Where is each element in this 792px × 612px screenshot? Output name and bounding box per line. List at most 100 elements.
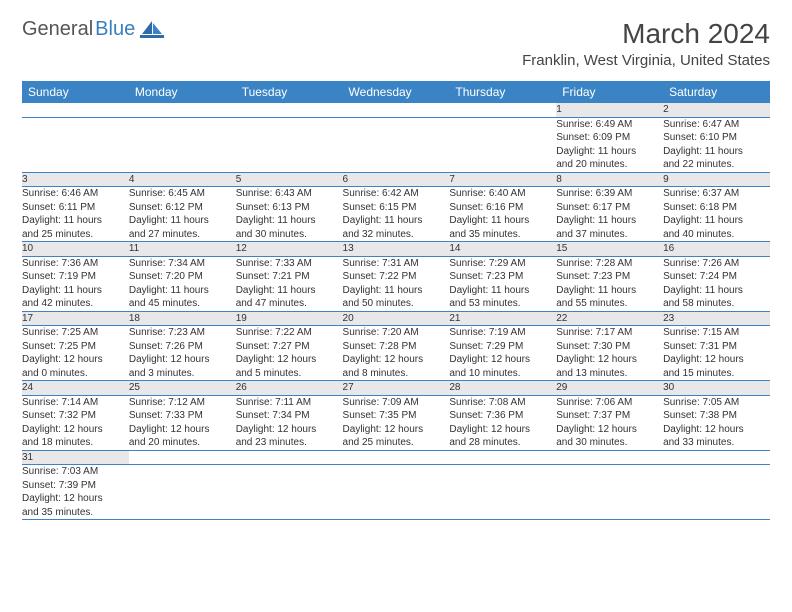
sunrise-text: Sunrise: 6:40 AM xyxy=(449,187,556,201)
day-number-cell: 30 xyxy=(663,381,770,396)
day-detail-cell xyxy=(556,465,663,520)
daylight-text-2: and 23 minutes. xyxy=(236,436,343,450)
daylight-text-2: and 53 minutes. xyxy=(449,297,556,311)
sunset-text: Sunset: 7:32 PM xyxy=(22,409,129,423)
sunrise-text: Sunrise: 7:26 AM xyxy=(663,257,770,271)
sunset-text: Sunset: 7:33 PM xyxy=(129,409,236,423)
daylight-text-2: and 5 minutes. xyxy=(236,367,343,381)
sunset-text: Sunset: 7:20 PM xyxy=(129,270,236,284)
daylight-text-2: and 37 minutes. xyxy=(556,228,663,242)
day-detail-cell xyxy=(129,117,236,172)
day-detail-cell: Sunrise: 7:12 AMSunset: 7:33 PMDaylight:… xyxy=(129,395,236,450)
day-number-cell: 24 xyxy=(22,381,129,396)
daylight-text-2: and 45 minutes. xyxy=(129,297,236,311)
day-detail-cell: Sunrise: 7:36 AMSunset: 7:19 PMDaylight:… xyxy=(22,256,129,311)
daylight-text-2: and 32 minutes. xyxy=(343,228,450,242)
sunrise-text: Sunrise: 7:08 AM xyxy=(449,396,556,410)
daylight-text-1: Daylight: 11 hours xyxy=(343,284,450,298)
daylight-text-1: Daylight: 11 hours xyxy=(449,214,556,228)
daylight-text-2: and 18 minutes. xyxy=(22,436,129,450)
sunrise-text: Sunrise: 7:06 AM xyxy=(556,396,663,410)
daylight-text-2: and 58 minutes. xyxy=(663,297,770,311)
day-detail-cell: Sunrise: 6:39 AMSunset: 6:17 PMDaylight:… xyxy=(556,187,663,242)
day-detail-cell: Sunrise: 7:31 AMSunset: 7:22 PMDaylight:… xyxy=(343,256,450,311)
day-number-cell: 31 xyxy=(22,450,129,465)
daylight-text-2: and 0 minutes. xyxy=(22,367,129,381)
sunset-text: Sunset: 6:13 PM xyxy=(236,201,343,215)
day-number-cell: 7 xyxy=(449,172,556,187)
daylight-text-1: Daylight: 12 hours xyxy=(449,423,556,437)
day-number-cell: 27 xyxy=(343,381,450,396)
day-detail-cell: Sunrise: 7:17 AMSunset: 7:30 PMDaylight:… xyxy=(556,326,663,381)
day-detail-cell: Sunrise: 7:06 AMSunset: 7:37 PMDaylight:… xyxy=(556,395,663,450)
day-number-cell: 22 xyxy=(556,311,663,326)
sunrise-text: Sunrise: 7:15 AM xyxy=(663,326,770,340)
sunset-text: Sunset: 7:39 PM xyxy=(22,479,129,493)
daylight-text-2: and 42 minutes. xyxy=(22,297,129,311)
sunset-text: Sunset: 7:38 PM xyxy=(663,409,770,423)
daylight-text-2: and 47 minutes. xyxy=(236,297,343,311)
daylight-text-1: Daylight: 12 hours xyxy=(449,353,556,367)
day-detail-cell: Sunrise: 7:23 AMSunset: 7:26 PMDaylight:… xyxy=(129,326,236,381)
day-number-cell: 16 xyxy=(663,242,770,257)
day-detail-cell: Sunrise: 7:25 AMSunset: 7:25 PMDaylight:… xyxy=(22,326,129,381)
sunrise-text: Sunrise: 7:33 AM xyxy=(236,257,343,271)
title-block: March 2024 Franklin, West Virginia, Unit… xyxy=(522,18,770,77)
day-detail-cell: Sunrise: 6:43 AMSunset: 6:13 PMDaylight:… xyxy=(236,187,343,242)
daylight-text-1: Daylight: 12 hours xyxy=(343,423,450,437)
sunrise-text: Sunrise: 6:42 AM xyxy=(343,187,450,201)
sunrise-text: Sunrise: 7:20 AM xyxy=(343,326,450,340)
day-number-cell: 23 xyxy=(663,311,770,326)
sunrise-text: Sunrise: 7:29 AM xyxy=(449,257,556,271)
day-number-cell: 25 xyxy=(129,381,236,396)
daylight-text-2: and 28 minutes. xyxy=(449,436,556,450)
daylight-text-1: Daylight: 12 hours xyxy=(663,423,770,437)
day-detail-row: Sunrise: 7:25 AMSunset: 7:25 PMDaylight:… xyxy=(22,326,770,381)
day-number-cell xyxy=(449,450,556,465)
day-number-cell: 18 xyxy=(129,311,236,326)
day-number-cell xyxy=(129,103,236,117)
day-detail-cell: Sunrise: 7:15 AMSunset: 7:31 PMDaylight:… xyxy=(663,326,770,381)
sunrise-text: Sunrise: 7:34 AM xyxy=(129,257,236,271)
daylight-text-2: and 15 minutes. xyxy=(663,367,770,381)
day-number-cell: 9 xyxy=(663,172,770,187)
day-number-cell: 8 xyxy=(556,172,663,187)
sunset-text: Sunset: 7:23 PM xyxy=(556,270,663,284)
sunrise-text: Sunrise: 6:46 AM xyxy=(22,187,129,201)
sunrise-text: Sunrise: 6:45 AM xyxy=(129,187,236,201)
daylight-text-1: Daylight: 12 hours xyxy=(236,353,343,367)
sunrise-text: Sunrise: 7:28 AM xyxy=(556,257,663,271)
day-number-cell: 4 xyxy=(129,172,236,187)
day-detail-cell xyxy=(343,465,450,520)
day-number-cell: 21 xyxy=(449,311,556,326)
day-number-cell xyxy=(343,103,450,117)
day-number-cell xyxy=(22,103,129,117)
sunset-text: Sunset: 7:36 PM xyxy=(449,409,556,423)
day-number-cell xyxy=(343,450,450,465)
sunrise-text: Sunrise: 7:31 AM xyxy=(343,257,450,271)
day-detail-row: Sunrise: 7:03 AMSunset: 7:39 PMDaylight:… xyxy=(22,465,770,520)
day-number-cell xyxy=(663,450,770,465)
daylight-text-1: Daylight: 11 hours xyxy=(129,214,236,228)
sunset-text: Sunset: 7:29 PM xyxy=(449,340,556,354)
sunrise-text: Sunrise: 7:22 AM xyxy=(236,326,343,340)
daylight-text-1: Daylight: 11 hours xyxy=(236,214,343,228)
daylight-text-1: Daylight: 11 hours xyxy=(556,284,663,298)
sailboat-icon xyxy=(139,20,165,40)
daylight-text-2: and 40 minutes. xyxy=(663,228,770,242)
day-detail-cell: Sunrise: 7:09 AMSunset: 7:35 PMDaylight:… xyxy=(343,395,450,450)
sunrise-text: Sunrise: 7:14 AM xyxy=(22,396,129,410)
day-detail-cell: Sunrise: 7:28 AMSunset: 7:23 PMDaylight:… xyxy=(556,256,663,311)
daylight-text-1: Daylight: 11 hours xyxy=(556,214,663,228)
logo-text-general: General xyxy=(22,18,93,41)
day-detail-cell xyxy=(663,465,770,520)
day-detail-cell: Sunrise: 7:19 AMSunset: 7:29 PMDaylight:… xyxy=(449,326,556,381)
daylight-text-1: Daylight: 11 hours xyxy=(129,284,236,298)
sunset-text: Sunset: 7:19 PM xyxy=(22,270,129,284)
daylight-text-2: and 8 minutes. xyxy=(343,367,450,381)
sunset-text: Sunset: 7:30 PM xyxy=(556,340,663,354)
daylight-text-2: and 25 minutes. xyxy=(22,228,129,242)
sunrise-text: Sunrise: 7:36 AM xyxy=(22,257,129,271)
weekday-header: Saturday xyxy=(663,81,770,103)
sunrise-text: Sunrise: 7:03 AM xyxy=(22,465,129,479)
